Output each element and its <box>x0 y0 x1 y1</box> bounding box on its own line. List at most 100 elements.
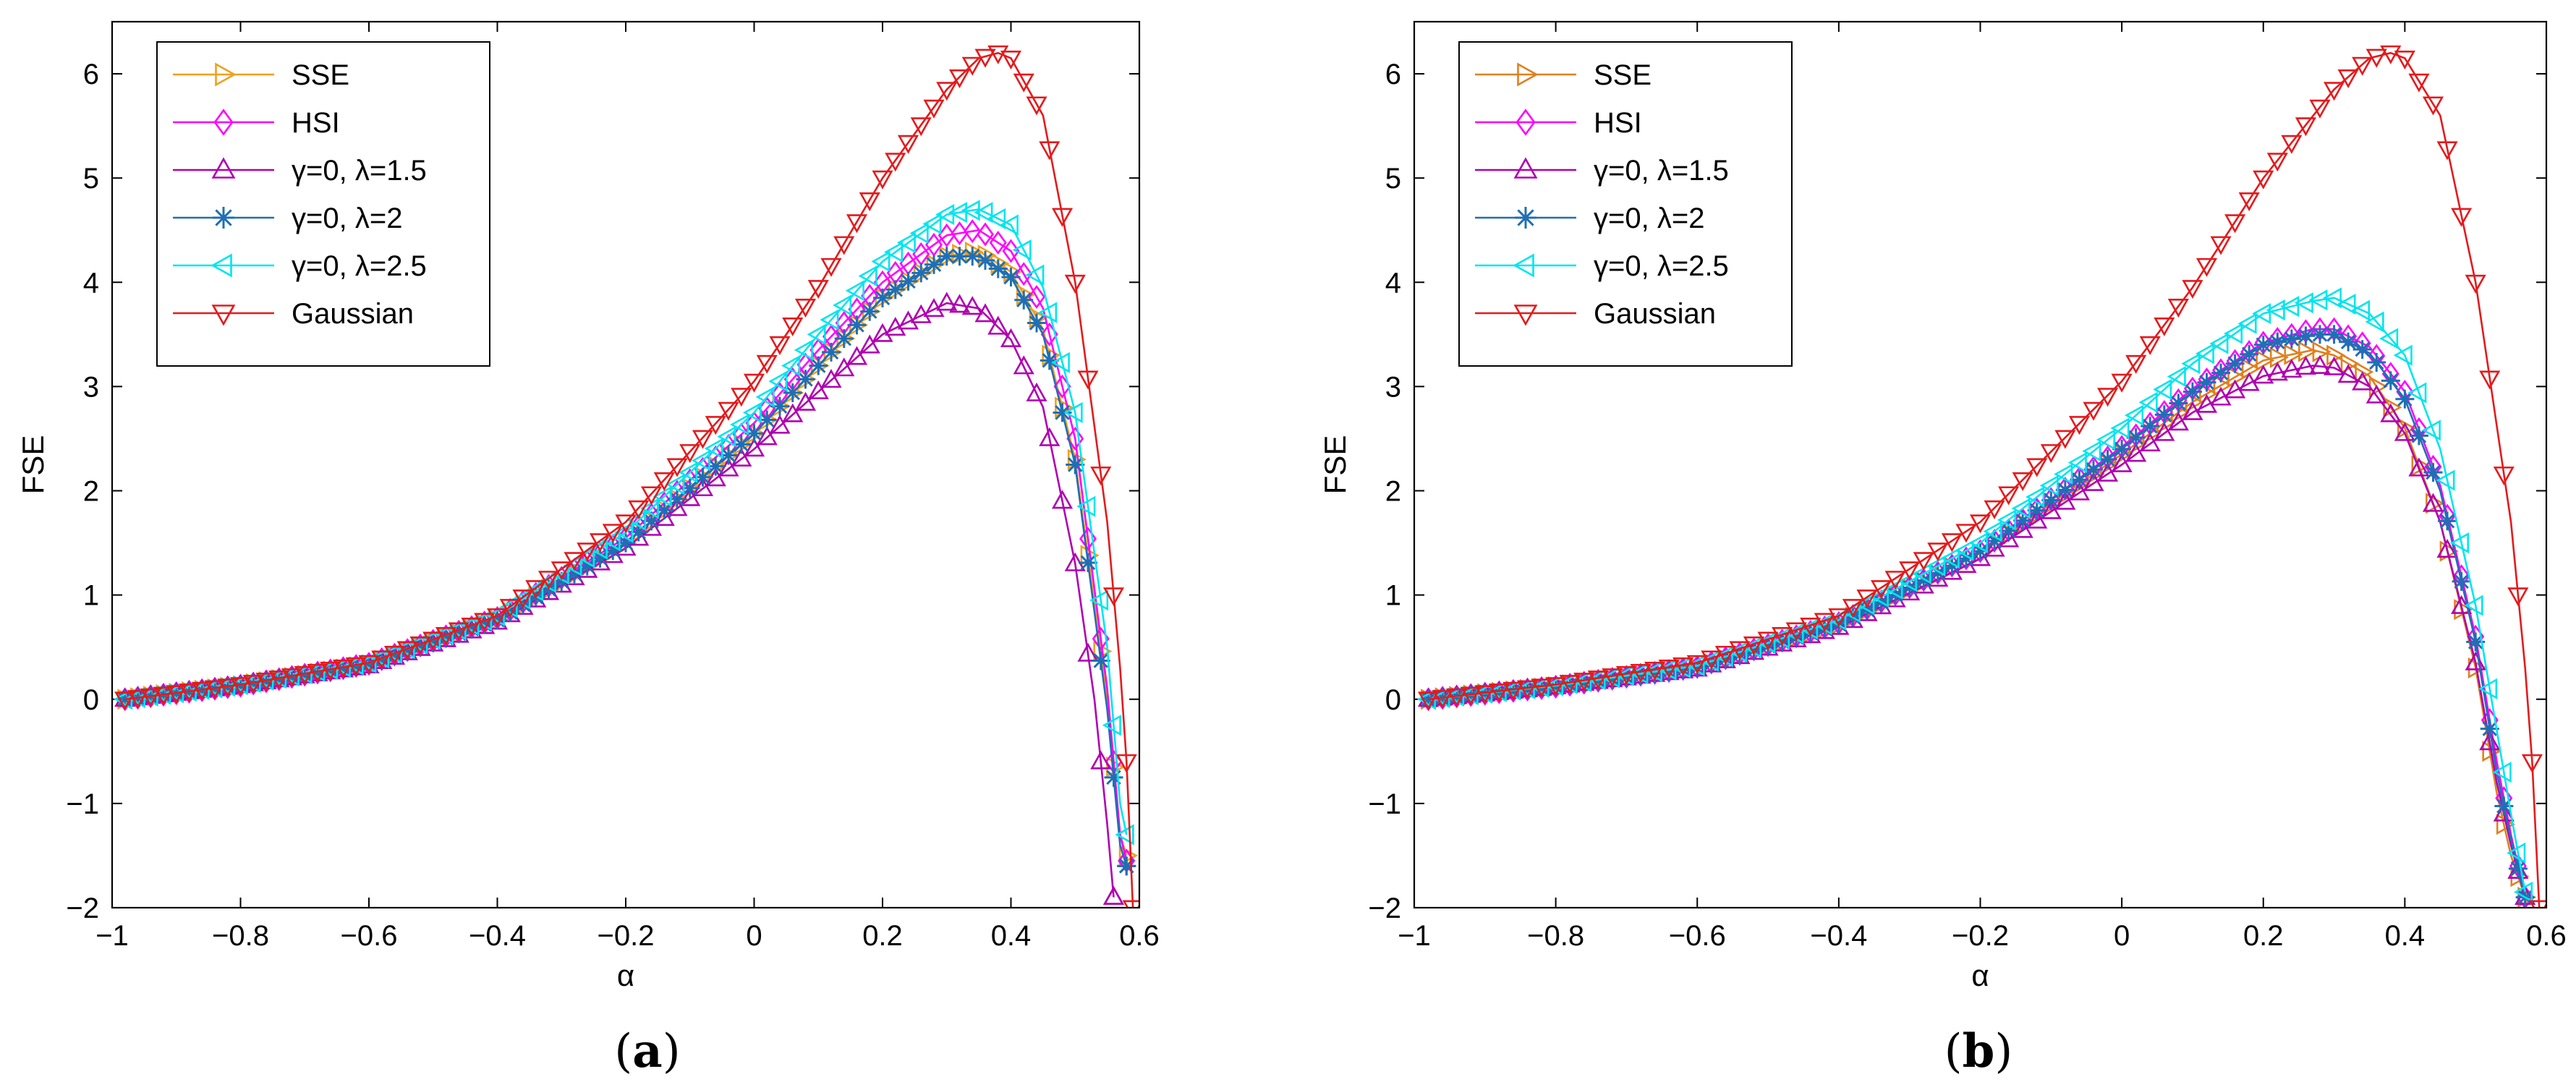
legend-entry: SSE <box>1475 59 1652 91</box>
data-point <box>897 135 919 154</box>
data-point <box>2256 349 2275 371</box>
data-point <box>2253 335 2273 354</box>
data-point-stroke <box>2072 472 2087 487</box>
legend-entry: Gaussian <box>173 298 414 330</box>
data-point-stroke <box>2227 356 2243 371</box>
x-tick-label: −0.2 <box>1952 920 2009 952</box>
data-point-stroke <box>1548 679 1563 694</box>
x-tick-label: −0.4 <box>1810 920 1867 952</box>
series-gaussian <box>1417 45 2546 908</box>
data-point <box>693 467 713 487</box>
data-point-stroke <box>2171 396 2186 411</box>
data-point-stroke <box>1986 533 2002 549</box>
data-point <box>1446 688 1468 707</box>
data-point-stroke <box>682 480 698 496</box>
data-point <box>1870 580 1892 600</box>
data-point <box>1757 631 1779 651</box>
data-point <box>204 680 226 699</box>
data-point <box>2478 678 2498 699</box>
axes-box <box>111 20 1141 909</box>
data-point <box>1066 455 1085 474</box>
series-gaussian <box>114 45 1139 908</box>
data-point <box>730 414 749 435</box>
data-point <box>370 647 390 669</box>
panel-label-letter: a <box>632 1024 662 1078</box>
data-point-stroke <box>2128 430 2143 446</box>
data-point-stroke <box>695 469 710 485</box>
data-point-stroke <box>1958 550 1974 566</box>
data-point <box>474 613 496 632</box>
data-point-stroke <box>888 282 904 297</box>
data-point <box>1015 262 1033 286</box>
data-point <box>822 342 841 362</box>
x-tick-label: −1 <box>1398 920 1431 952</box>
data-point <box>909 222 929 244</box>
data-point <box>1122 900 1139 908</box>
data-point <box>2054 430 2076 449</box>
data-point <box>691 450 710 472</box>
data-point <box>2493 467 2515 486</box>
data-point <box>396 638 415 660</box>
panel-label-open-paren: ( <box>614 1025 632 1078</box>
data-point <box>2237 312 2257 334</box>
data-point-stroke <box>1080 555 1096 571</box>
data-point <box>2422 96 2444 116</box>
data-point <box>898 271 918 291</box>
data-point <box>1531 678 1552 698</box>
data-point <box>718 401 739 421</box>
data-point <box>820 369 842 388</box>
panel-label-letter: b <box>1963 1024 1995 1078</box>
data-point <box>564 552 585 571</box>
data-point <box>577 542 598 562</box>
data-point <box>2139 336 2161 355</box>
data-point <box>2253 365 2274 384</box>
data-point <box>1743 636 1765 656</box>
data-point <box>809 356 828 375</box>
legend-label: SSE <box>1594 59 1652 91</box>
data-point <box>653 472 675 492</box>
data-point <box>1079 527 1097 551</box>
data-point <box>963 247 982 266</box>
data-point-stroke <box>2114 441 2130 457</box>
data-point-stroke <box>964 249 980 264</box>
data-point <box>1940 548 1960 569</box>
data-point <box>140 688 161 707</box>
data-point-stroke <box>2100 451 2115 467</box>
data-point <box>2210 386 2232 406</box>
data-point <box>731 447 752 467</box>
data-point <box>923 99 945 119</box>
data-point-stroke <box>2355 341 2370 357</box>
data-point <box>2408 73 2430 93</box>
data-point <box>756 354 778 374</box>
data-point <box>768 370 788 392</box>
data-point <box>820 309 839 331</box>
data-point <box>2238 192 2260 212</box>
data-point <box>485 605 505 627</box>
data-point <box>2153 378 2172 401</box>
y-tick-label: 5 <box>1385 163 1401 195</box>
data-point <box>2409 426 2428 446</box>
data-point-stroke <box>1421 691 1436 707</box>
data-point-stroke <box>1930 566 1946 581</box>
data-point-stroke <box>2284 331 2300 346</box>
data-point-stroke <box>952 249 967 264</box>
data-point <box>668 490 686 509</box>
legend-entry: γ=0, λ=2.5 <box>1475 250 1729 282</box>
data-point-stroke <box>2001 523 2016 539</box>
data-point <box>782 317 804 337</box>
data-point <box>2070 470 2089 490</box>
data-point-stroke <box>2156 407 2172 422</box>
legend-entry: γ=0, λ=1.5 <box>1475 155 1729 187</box>
data-point <box>1064 274 1086 294</box>
data-point <box>294 666 315 686</box>
data-point <box>229 677 252 697</box>
data-point <box>974 303 996 323</box>
data-point <box>1573 673 1595 692</box>
data-point <box>1115 824 1134 845</box>
legend-entry: Gaussian <box>1475 298 1716 330</box>
data-point <box>2098 450 2117 469</box>
data-point <box>2210 236 2232 255</box>
data-point <box>2252 302 2271 325</box>
series-line <box>1428 51 2541 908</box>
data-point <box>2026 458 2048 477</box>
